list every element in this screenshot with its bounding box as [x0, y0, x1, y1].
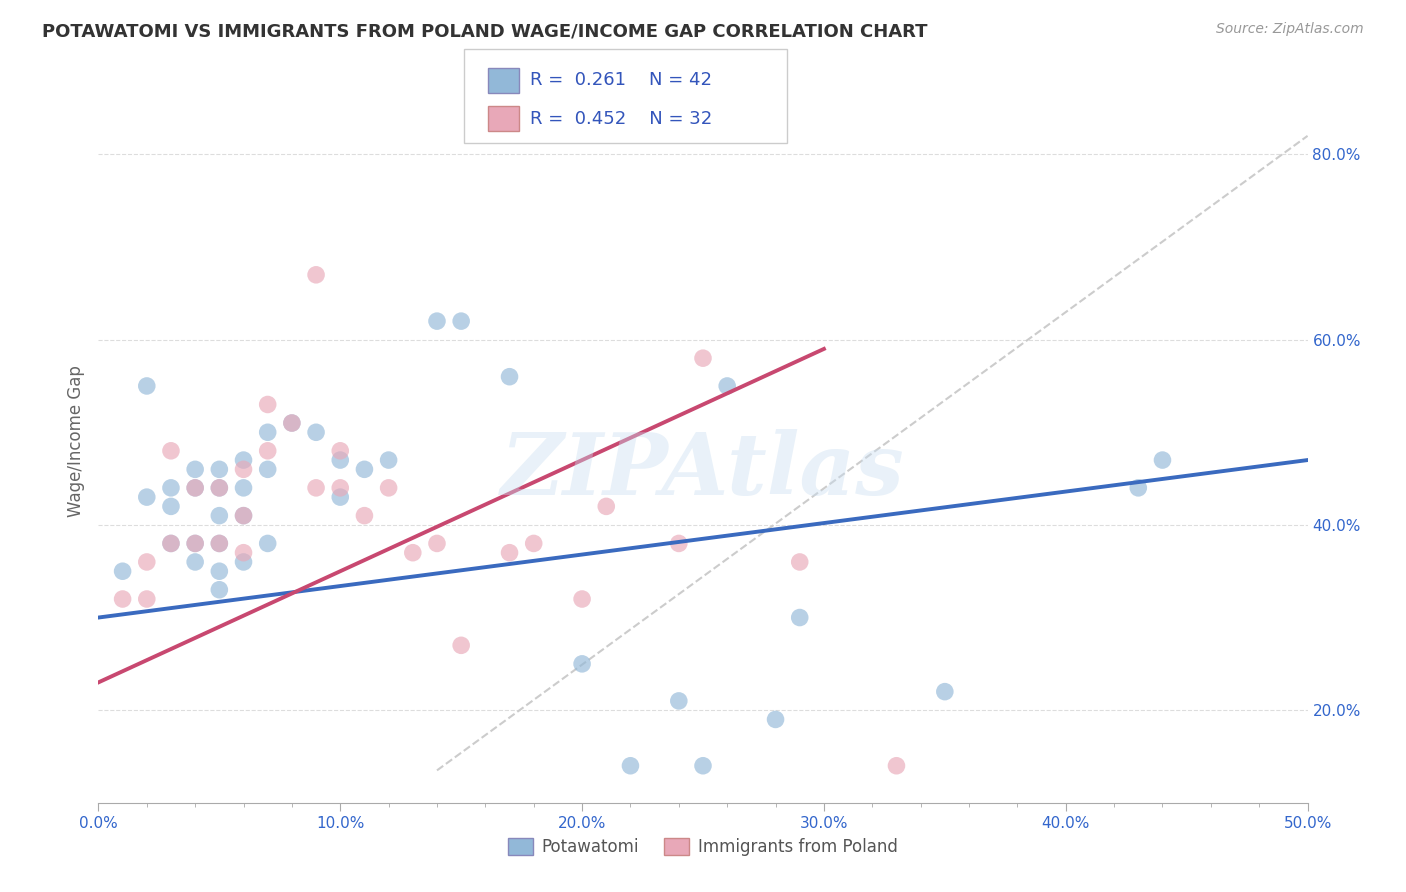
Point — [329, 490, 352, 504]
Point — [184, 481, 207, 495]
Point — [281, 416, 304, 430]
Point — [305, 481, 328, 495]
Point — [402, 546, 425, 560]
Point — [135, 379, 157, 393]
Point — [305, 268, 328, 282]
Point — [232, 462, 254, 476]
Point — [377, 481, 399, 495]
Point — [232, 508, 254, 523]
Text: POTAWATOMI VS IMMIGRANTS FROM POLAND WAGE/INCOME GAP CORRELATION CHART: POTAWATOMI VS IMMIGRANTS FROM POLAND WAG… — [42, 22, 928, 40]
Point — [1128, 481, 1150, 495]
Point — [232, 508, 254, 523]
Point — [111, 564, 134, 578]
Point — [135, 555, 157, 569]
Point — [208, 481, 231, 495]
Point — [256, 462, 278, 476]
Point — [450, 638, 472, 652]
Legend: Potawatomi, Immigrants from Poland: Potawatomi, Immigrants from Poland — [502, 831, 904, 863]
Point — [329, 481, 352, 495]
Point — [208, 462, 231, 476]
Point — [135, 592, 157, 607]
Point — [692, 758, 714, 772]
Point — [571, 657, 593, 671]
Point — [426, 536, 449, 550]
Point — [377, 453, 399, 467]
Point — [353, 462, 375, 476]
Point — [329, 443, 352, 458]
Point — [232, 555, 254, 569]
Point — [668, 536, 690, 550]
Text: R =  0.452    N = 32: R = 0.452 N = 32 — [530, 110, 713, 128]
Point — [789, 610, 811, 624]
Point — [1152, 453, 1174, 467]
Point — [256, 536, 278, 550]
Point — [595, 500, 617, 514]
Point — [208, 564, 231, 578]
Point — [886, 758, 908, 772]
Point — [789, 555, 811, 569]
Point — [160, 481, 183, 495]
Point — [498, 369, 520, 384]
Point — [208, 481, 231, 495]
Point — [426, 314, 449, 328]
Point — [353, 508, 375, 523]
Point — [208, 582, 231, 597]
Point — [692, 351, 714, 366]
Point — [934, 684, 956, 698]
Point — [450, 314, 472, 328]
Point — [281, 416, 304, 430]
Point — [256, 443, 278, 458]
Text: ZIPAtlas: ZIPAtlas — [501, 429, 905, 512]
Point — [135, 490, 157, 504]
Point — [160, 500, 183, 514]
Point — [208, 536, 231, 550]
Point — [208, 536, 231, 550]
Point — [184, 536, 207, 550]
Point — [571, 592, 593, 607]
Point — [256, 425, 278, 440]
Point — [232, 453, 254, 467]
Point — [523, 536, 546, 550]
Point — [716, 379, 738, 393]
Text: R =  0.261    N = 42: R = 0.261 N = 42 — [530, 71, 711, 89]
Y-axis label: Wage/Income Gap: Wage/Income Gap — [66, 366, 84, 517]
Point — [765, 713, 787, 727]
Point — [498, 546, 520, 560]
Point — [232, 481, 254, 495]
Point — [232, 546, 254, 560]
Point — [305, 425, 328, 440]
Point — [111, 592, 134, 607]
Point — [668, 694, 690, 708]
Point — [184, 462, 207, 476]
Point — [256, 397, 278, 411]
Point — [184, 536, 207, 550]
Text: Source: ZipAtlas.com: Source: ZipAtlas.com — [1216, 22, 1364, 37]
Point — [184, 555, 207, 569]
Point — [184, 481, 207, 495]
Point — [160, 536, 183, 550]
Point — [160, 443, 183, 458]
Point — [208, 508, 231, 523]
Point — [619, 758, 641, 772]
Point — [329, 453, 352, 467]
Point — [160, 536, 183, 550]
